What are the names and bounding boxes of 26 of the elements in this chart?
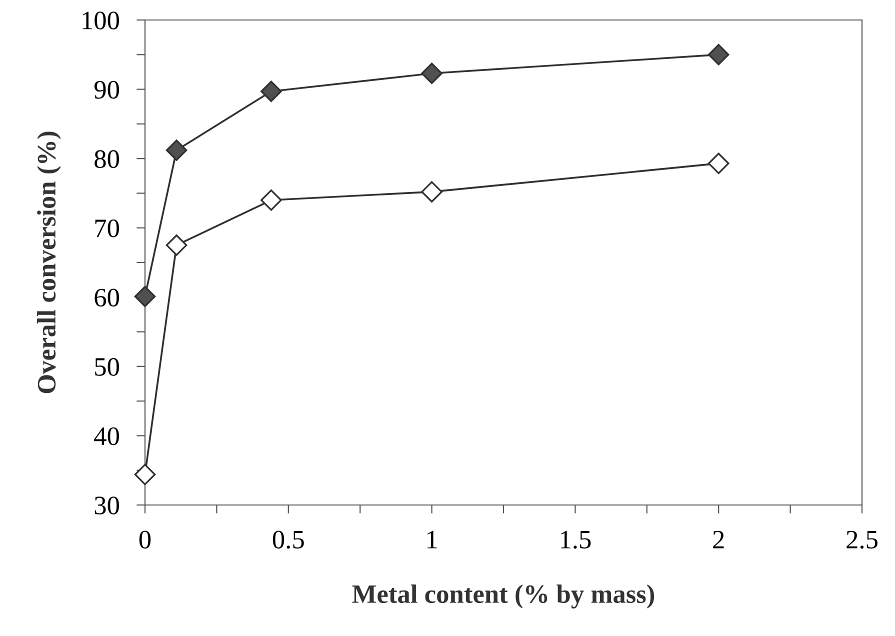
y-tick-label: 80 [94, 150, 119, 168]
y-tick-label: 90 [94, 80, 119, 99]
x-tick-label: 2.5 [846, 530, 878, 549]
point [421, 62, 442, 84]
point [421, 181, 442, 202]
y-axis-title: Overall conversion (%) [37, 132, 61, 394]
x-tick-label: 1 [428, 530, 437, 548]
y-tick-label: 100 [82, 12, 119, 30]
y-tick-label: 40 [94, 427, 119, 446]
x-tick-label: 2 [713, 530, 724, 548]
point [166, 140, 188, 161]
x-axis-title: Metal content (% by mass) [352, 584, 654, 608]
y-tick-label: 30 [94, 496, 119, 514]
point [134, 464, 156, 486]
point [166, 234, 188, 256]
point [260, 80, 282, 102]
x-tick-label: 0 [139, 530, 151, 549]
point [708, 152, 730, 174]
point [134, 286, 156, 308]
y-tick-label: 70 [95, 219, 119, 238]
point [708, 44, 730, 66]
x-tick-label: 0.5 [272, 530, 304, 549]
point [260, 189, 282, 211]
y-tick-label: 50 [95, 358, 119, 376]
y-tick-label: 60 [94, 288, 119, 307]
x-tick-label: 1.5 [561, 530, 591, 549]
